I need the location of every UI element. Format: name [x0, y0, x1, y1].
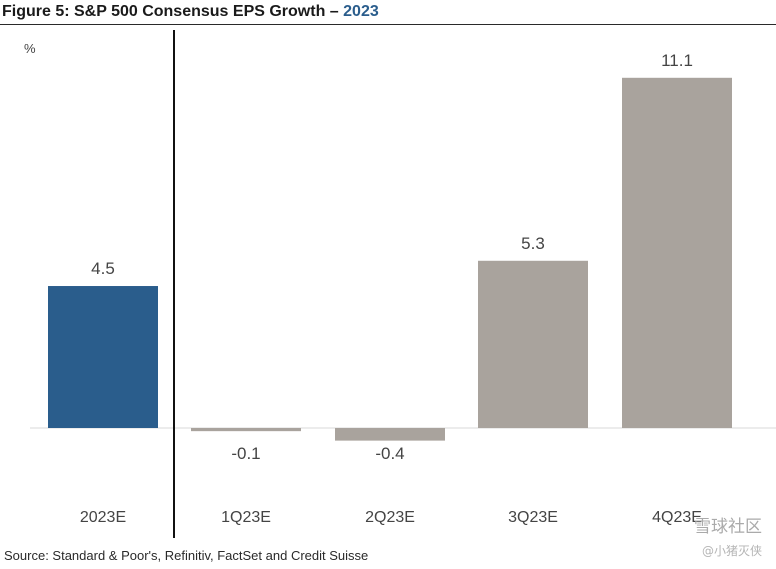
category-label-4q23e: 4Q23E [652, 509, 702, 526]
value-labels-group: 4.5 -0.1 -0.4 5.3 11.1 [91, 51, 693, 463]
value-label-2q23e: -0.4 [375, 444, 404, 463]
value-label-3q23e: 5.3 [521, 234, 545, 253]
watermark-text: 雪球社区 [694, 517, 762, 537]
bars-group [48, 77, 732, 441]
eps-growth-chart: % 4.5 -0.1 -0.4 5.3 11.1 2023E 1Q23E 2Q23E 3Q23… [24, 30, 776, 538]
bar-1q23e [191, 428, 301, 432]
chart-title: Figure 5: S&P 500 Consensus EPS Growth –… [2, 3, 379, 21]
category-labels-group: 2023E 1Q23E 2Q23E 3Q23E 4Q23E [80, 509, 702, 526]
bar-2q23e [335, 428, 445, 441]
y-axis-unit-label: % [24, 41, 36, 56]
category-label-2023e: 2023E [80, 509, 126, 526]
source-note: Source: Standard & Poor's, Refinitiv, Fa… [4, 548, 369, 563]
chart-title-year: 2023 [343, 3, 379, 20]
category-label-2q23e: 2Q23E [365, 509, 415, 526]
chart-title-prefix: Figure 5: S&P 500 Consensus EPS Growth – [2, 3, 344, 20]
category-label-3q23e: 3Q23E [508, 509, 558, 526]
category-label-1q23e: 1Q23E [221, 509, 271, 526]
bar-2023e [48, 286, 158, 428]
value-label-2023e: 4.5 [91, 259, 115, 278]
bar-3q23e [478, 260, 588, 428]
value-label-1q23e: -0.1 [231, 444, 260, 463]
bar-4q23e [622, 77, 732, 429]
watermark-handle: @小猪灭侠 [701, 544, 762, 558]
value-label-4q23e: 11.1 [661, 51, 693, 70]
title-rule [0, 24, 776, 25]
